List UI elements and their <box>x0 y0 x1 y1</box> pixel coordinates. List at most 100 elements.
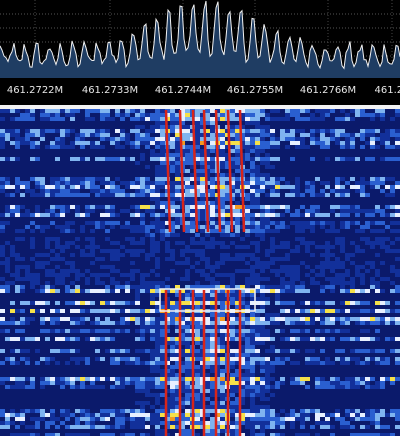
waterfall-cell <box>70 377 75 381</box>
waterfall-cell <box>185 325 190 329</box>
waterfall-cell <box>40 181 45 185</box>
waterfall-cell <box>25 409 30 413</box>
waterfall-cell <box>80 181 85 185</box>
waterfall-cell <box>0 425 5 429</box>
waterfall-cell <box>200 333 205 337</box>
waterfall-cell <box>70 289 75 293</box>
waterfall-cell <box>175 221 180 225</box>
waterfall-cell <box>330 137 335 141</box>
waterfall-cell <box>130 261 135 265</box>
waterfall-cell <box>55 213 60 217</box>
waterfall-cell <box>245 377 250 381</box>
waterfall-cell <box>180 369 185 373</box>
waterfall-cell <box>245 353 250 357</box>
waterfall-cell <box>15 265 20 269</box>
waterfall-cell <box>85 377 90 381</box>
waterfall-cell <box>275 189 280 193</box>
waterfall-cell <box>245 329 250 333</box>
waterfall-cell <box>130 269 135 273</box>
waterfall-cell <box>320 269 325 273</box>
waterfall-cell <box>20 321 25 325</box>
waterfall-cell <box>160 165 165 169</box>
waterfall-cell <box>260 433 265 436</box>
waterfall-cell <box>255 113 260 117</box>
waterfall-cell <box>130 417 135 421</box>
waterfall-cell <box>345 301 350 305</box>
waterfall-cell <box>30 377 35 381</box>
waterfall-cell <box>165 321 170 325</box>
waterfall-cell <box>190 237 195 241</box>
waterfall-cell <box>190 173 195 177</box>
waterfall-cell <box>350 337 355 341</box>
waterfall-cell <box>175 149 180 153</box>
waterfall-cell <box>230 409 235 413</box>
waterfall-cell <box>210 369 215 373</box>
waterfall-cell <box>325 413 330 417</box>
waterfall-cell <box>15 381 20 385</box>
waterfall-cell <box>80 145 85 149</box>
waterfall-cell <box>235 161 240 165</box>
waterfall-cell <box>380 245 385 249</box>
waterfall-cell <box>140 377 145 381</box>
waterfall-cell <box>140 329 145 333</box>
waterfall-cell <box>115 137 120 141</box>
waterfall-cell <box>370 137 375 141</box>
waterfall-cell <box>100 357 105 361</box>
waterfall-cell <box>290 109 295 113</box>
waterfall-cell <box>135 297 140 301</box>
waterfall-cell <box>245 333 250 337</box>
frequency-label: 461.2766M <box>300 85 356 96</box>
carrier-trace <box>238 109 246 233</box>
waterfall-cell <box>150 329 155 333</box>
waterfall-cell <box>240 329 245 333</box>
waterfall-cell <box>370 317 375 321</box>
waterfall-cell <box>195 289 200 293</box>
waterfall-cell <box>300 205 305 209</box>
waterfall-cell <box>225 185 230 189</box>
waterfall-cell <box>185 429 190 433</box>
waterfall-cell <box>250 397 255 401</box>
waterfall-cell <box>255 117 260 121</box>
waterfall-cell <box>70 381 75 385</box>
waterfall-cell <box>275 321 280 325</box>
waterfall-cell <box>285 265 290 269</box>
waterfall-cell <box>275 349 280 353</box>
waterfall-cell <box>85 413 90 417</box>
waterfall-cell <box>110 321 115 325</box>
waterfall-cell <box>205 245 210 249</box>
waterfall-cell <box>225 285 230 289</box>
waterfall-cell <box>160 229 165 233</box>
waterfall-cell <box>160 433 165 436</box>
waterfall-cell <box>200 209 205 213</box>
waterfall-cell <box>215 381 220 385</box>
waterfall-cell <box>370 421 375 425</box>
waterfall-cell <box>260 389 265 393</box>
waterfall-cell <box>20 317 25 321</box>
waterfall-cell <box>340 177 345 181</box>
waterfall-cell <box>305 273 310 277</box>
waterfall-cell <box>390 157 395 161</box>
waterfall-cell <box>155 157 160 161</box>
waterfall-cell <box>375 229 380 233</box>
waterfall-cell <box>210 141 215 145</box>
waterfall-cell <box>145 189 150 193</box>
waterfall-cell <box>330 285 335 289</box>
waterfall-cell <box>110 289 115 293</box>
waterfall-cell <box>175 169 180 173</box>
waterfall-cell <box>340 237 345 241</box>
waterfall-cell <box>70 189 75 193</box>
waterfall-cell <box>170 109 175 113</box>
waterfall-cell <box>60 269 65 273</box>
waterfall-cell <box>105 213 110 217</box>
waterfall-cell <box>165 349 170 353</box>
waterfall-cell <box>15 177 20 181</box>
waterfall-cell <box>165 389 170 393</box>
frequency-label: 461.2755M <box>227 85 283 96</box>
waterfall-cell <box>150 249 155 253</box>
waterfall-cell <box>235 141 240 145</box>
waterfall-cell <box>210 213 215 217</box>
waterfall-cell <box>150 245 155 249</box>
waterfall-cell <box>250 281 255 285</box>
waterfall-cell <box>155 425 160 429</box>
waterfall-cell <box>375 205 380 209</box>
